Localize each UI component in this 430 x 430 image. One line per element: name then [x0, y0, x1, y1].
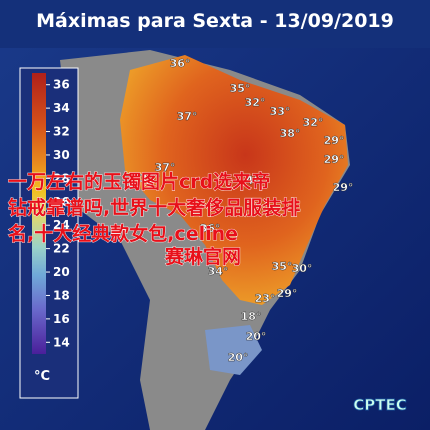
colorbar-tick-label: 36 — [53, 78, 70, 92]
uruguay — [205, 325, 262, 375]
colorbar — [32, 73, 46, 354]
colorbar-tick-label: 24 — [53, 218, 70, 232]
temperature-label: 35° — [230, 82, 251, 95]
title: Máximas para Sexta - 13/09/2019 — [36, 10, 394, 32]
temperature-label: 35° — [272, 260, 293, 273]
temperature-label: 34° — [208, 265, 229, 278]
temperature-label: 29° — [324, 134, 345, 147]
temperature-label: 35° — [140, 172, 161, 185]
temperature-label: 29° — [324, 153, 345, 166]
logo: CPTEC — [353, 396, 407, 414]
temperature-label: 36° — [170, 57, 191, 70]
temperature-label: 20° — [246, 330, 267, 343]
title-bar — [0, 0, 430, 48]
temperature-label: 33° — [270, 105, 291, 118]
temperature-label: 29° — [333, 181, 354, 194]
temperature-label: 32° — [245, 96, 266, 109]
temperature-label: 20° — [228, 351, 249, 364]
colorbar-tick-label: 30 — [53, 148, 70, 162]
temperature-label: 18° — [241, 310, 262, 323]
temperature-label: 32° — [303, 116, 324, 129]
legend-box — [19, 67, 79, 399]
colorbar-tick-label: 28 — [53, 171, 70, 185]
colorbar-tick-label: 18 — [53, 288, 70, 302]
temperature-label: 30° — [292, 262, 313, 275]
colorbar-tick-label: 34 — [53, 101, 70, 115]
overlay-text: 钻戒靠谱吗,世界十大奢侈品服装排 — [8, 196, 300, 219]
brazil-heat — [120, 55, 348, 305]
colorbar-tick-label: 26 — [53, 195, 70, 209]
temperature-label: 23° — [255, 292, 276, 305]
temperature-label: 38° — [280, 127, 301, 140]
temperature-label: 37° — [155, 161, 176, 174]
colorbar-unit: °C — [34, 369, 50, 384]
colorbar-tick-label: 14 — [53, 335, 70, 349]
overlay-text: 名,十大经典款女包,celine — [8, 222, 238, 245]
temperature-label: 36° — [200, 222, 221, 235]
colorbar-tick-label: 16 — [53, 312, 70, 326]
temperature-label: 40° — [246, 174, 267, 187]
colorbar-tick-label: 22 — [53, 242, 70, 256]
overlay-text: 一万左右的玉镯图片crd选来帝 — [8, 170, 270, 193]
temperature-label: 29° — [277, 287, 298, 300]
colorbar-tick-label: 20 — [53, 265, 70, 279]
colorbar-tick-label: 32 — [53, 125, 70, 139]
overlay-text: 赛琳官网 — [164, 245, 241, 268]
temperature-label: 37° — [177, 110, 198, 123]
